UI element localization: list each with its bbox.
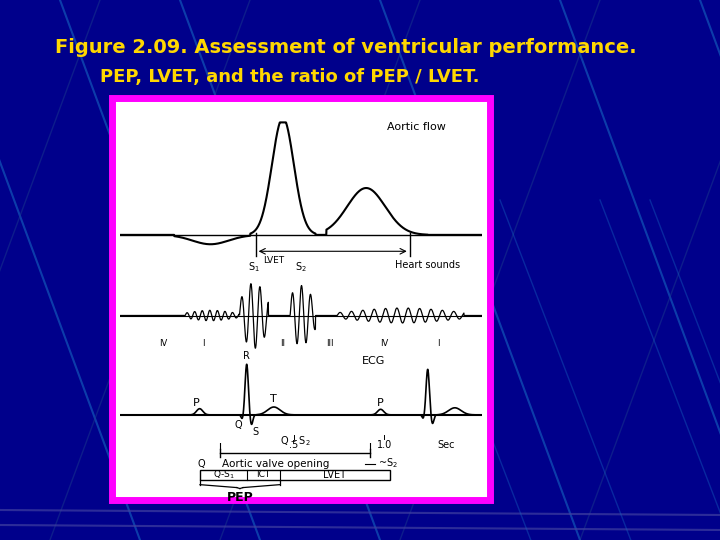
Text: PEP: PEP [227,491,253,504]
Text: Q: Q [197,458,205,469]
Text: Q – S$_2$: Q – S$_2$ [279,434,310,448]
Text: 1.0: 1.0 [377,440,392,450]
Text: Q: Q [235,420,243,430]
Text: T: T [271,395,277,404]
Text: Heart sounds: Heart sounds [395,260,460,271]
Text: S$_1$: S$_1$ [248,260,260,273]
Text: I: I [202,340,204,348]
Text: ECG: ECG [361,356,385,366]
Text: III: III [326,340,333,348]
Text: IV: IV [380,340,388,348]
Text: ICT: ICT [256,470,271,480]
Text: LVET: LVET [323,470,346,480]
Text: IV: IV [159,340,168,348]
Text: P: P [193,398,199,408]
Text: S$_2$: S$_2$ [295,260,307,273]
Text: II: II [280,340,285,348]
Text: I: I [437,340,440,348]
Bar [112,98,490,500]
Text: Aortic valve opening: Aortic valve opening [222,458,329,469]
Text: LVET: LVET [263,256,284,265]
Text: Aortic flow: Aortic flow [387,123,446,132]
Text: Sec: Sec [437,440,454,450]
Text: .5: .5 [289,440,298,450]
Text: P: P [377,398,384,408]
Text: ~S$_2$: ~S$_2$ [378,457,398,470]
Text: Q-S$_1$: Q-S$_1$ [213,469,235,481]
Text: Figure 2.09. Assessment of ventricular performance.: Figure 2.09. Assessment of ventricular p… [55,38,636,57]
Text: S: S [252,427,258,437]
Text: R: R [243,350,250,361]
Text: PEP, LVET, and the ratio of PEP / LVET.: PEP, LVET, and the ratio of PEP / LVET. [100,68,480,86]
Bar [200,470,390,480]
